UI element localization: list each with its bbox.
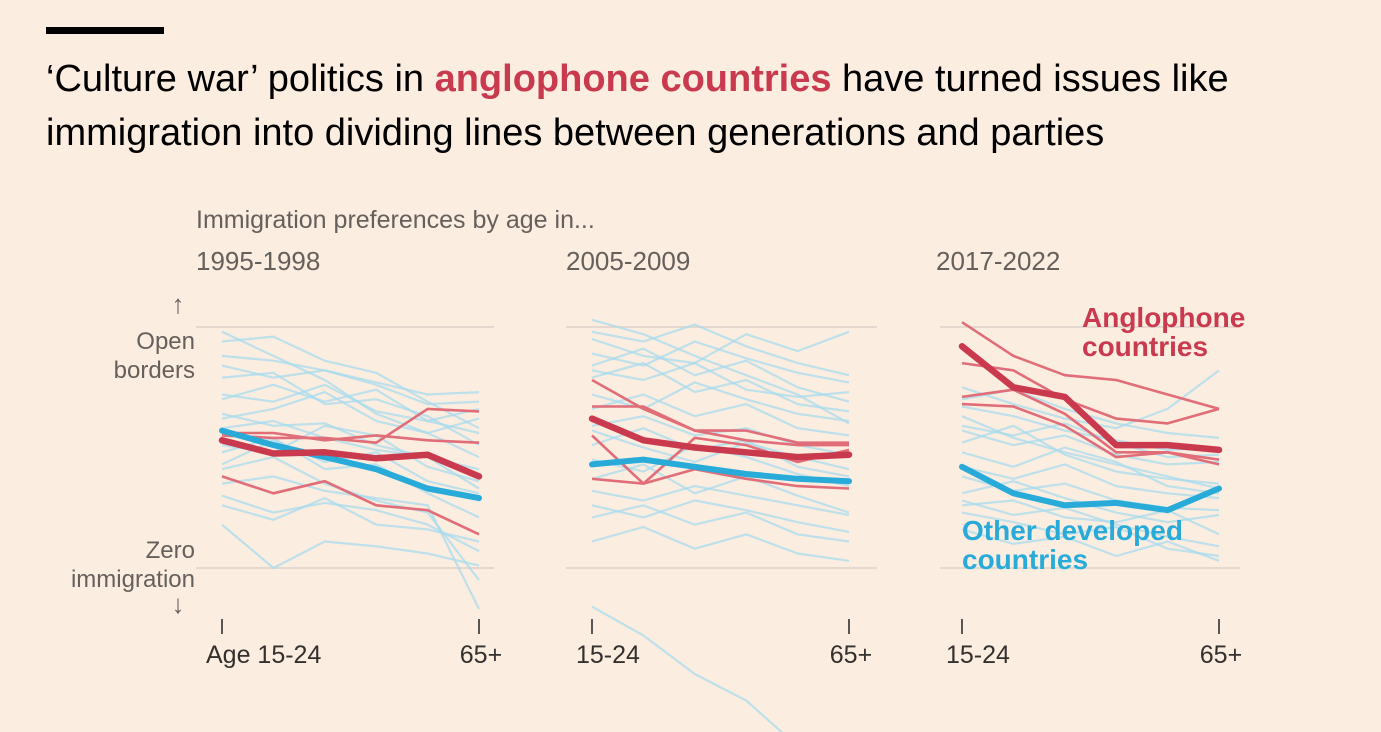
other-country-line: [961, 463, 1220, 500]
other-average-line: [589, 456, 852, 485]
legend-other-line1: Other developed: [962, 515, 1183, 546]
y-label-top-line2: borders: [114, 357, 195, 384]
x-label-start: 15-24: [946, 641, 1010, 669]
anglophone-average-line: [218, 437, 483, 480]
other-country-line: [221, 494, 480, 553]
anglophone-average-line: [588, 415, 853, 461]
other-country-line: [591, 323, 850, 377]
top-rule: [46, 27, 164, 34]
y-label-bottom-line2: immigration: [71, 566, 195, 593]
other-country-line: [591, 393, 850, 437]
y-label-bottom-line1: Zero: [146, 537, 195, 564]
other-country-line: [591, 525, 850, 562]
other-average-line: [959, 463, 1222, 514]
other-country-line: [591, 362, 850, 413]
headline-prefix: ‘Culture war’ politics in: [46, 58, 435, 100]
legend-other-line2: countries: [962, 544, 1088, 575]
anglophone-country-line: [222, 431, 480, 444]
other-country-line: [961, 511, 1220, 558]
headline: ‘Culture war’ politics in anglophone cou…: [46, 52, 1346, 160]
x-label-start: Age 15-24: [206, 641, 321, 669]
other-country-line: [591, 605, 784, 732]
down-arrow-icon: ↓: [172, 589, 185, 619]
other-average-line: [219, 427, 482, 502]
other-country-line: [221, 364, 480, 406]
other-country-line: [961, 424, 1220, 485]
other-country-line: [961, 528, 1220, 562]
other-country-line: [591, 330, 850, 365]
anglophone-country-line: [592, 405, 849, 444]
other-country-line: [221, 354, 480, 396]
anglophone-country-line: [221, 407, 480, 444]
other-country-line: [221, 371, 480, 447]
anglophone-country-line: [591, 467, 850, 490]
other-country-line: [221, 391, 480, 435]
x-label-end: 65+: [830, 641, 872, 669]
chart-subtitle: Immigration preferences by age in...: [196, 206, 595, 234]
other-country-line: [221, 456, 480, 581]
other-country-line: [221, 335, 480, 430]
other-country-line: [591, 485, 850, 517]
other-country-line: [591, 499, 850, 533]
other-country-line: [591, 318, 850, 425]
legend-anglophone-line2: countries: [1082, 331, 1208, 362]
anglophone-country-line: [961, 321, 1220, 411]
anglophone-country-line: [961, 402, 1220, 461]
anglophone-country-line: [591, 378, 849, 447]
other-country-line: [221, 497, 480, 543]
panel-title-1: 1995-1998: [196, 246, 320, 276]
panel-title-3: 2017-2022: [936, 246, 1060, 276]
other-country-line: [591, 347, 850, 403]
other-country-line: [961, 499, 1220, 548]
anglophone-average-line: [958, 343, 1223, 454]
other-country-line: [221, 419, 480, 490]
panel-title-2: 2005-2009: [566, 246, 690, 276]
up-arrow-icon: ↑: [172, 289, 185, 319]
anglophone-country-line: [221, 475, 480, 536]
legend-anglophone-line1: Anglophone: [1082, 302, 1245, 333]
other-country-line: [961, 446, 1220, 495]
x-label-end: 65+: [460, 641, 502, 669]
anglophone-country-line: [961, 361, 1220, 425]
other-country-line: [591, 463, 850, 514]
other-country-line: [221, 523, 480, 570]
other-country-line: [961, 499, 1220, 536]
other-country-line: [221, 475, 480, 610]
anglophone-country-line: [591, 434, 850, 485]
other-country-line: [961, 415, 1220, 490]
other-country-line: [591, 427, 850, 478]
x-label-start: 15-24: [576, 641, 640, 669]
x-label-end: 65+: [1200, 641, 1242, 669]
headline-highlight: anglophone countries: [434, 58, 832, 100]
other-country-line: [961, 405, 1220, 451]
headline-suffix: have turned issues like immigration into…: [46, 58, 1229, 154]
other-country-line: [591, 362, 850, 398]
other-country-line: [961, 429, 1220, 466]
other-country-line: [221, 383, 480, 423]
other-country-line: [221, 383, 480, 435]
y-label-top-line1: Open: [136, 328, 195, 355]
other-country-line: [591, 504, 850, 543]
